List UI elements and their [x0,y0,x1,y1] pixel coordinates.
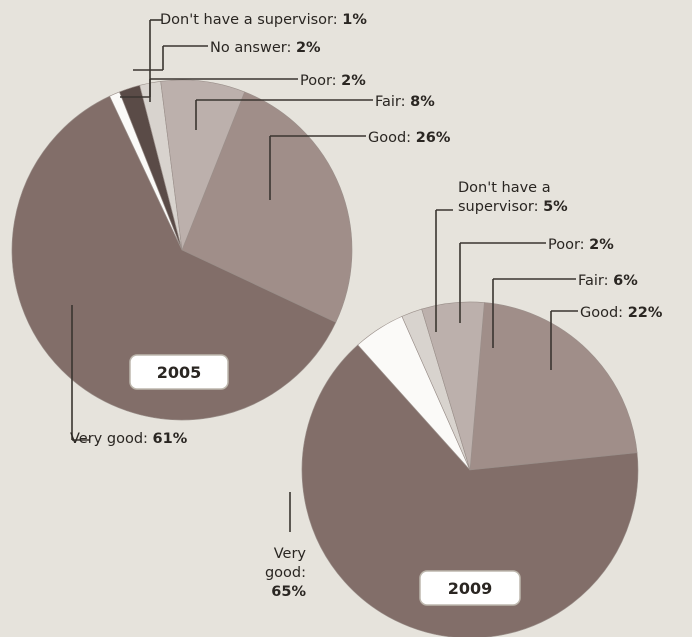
year-label: 2009 [448,579,493,598]
pie-chart-2005: Don't have a supervisor: 1% No answer: 2%… [11,12,451,447]
slice-callout-label: Poor: 2% [300,73,366,89]
slice-callout-label: Fair: 8% [375,94,435,110]
pie-slice-good [469,302,638,471]
slice-callout-label: Good: 26% [368,130,451,146]
pie-slice-very-good [11,95,337,421]
pie-slice-fair [421,301,485,471]
slice-callout-label: Don't have a supervisor: 1% [160,12,367,28]
slice-callout-label: Poor: 2% [548,237,614,253]
pie-slice-fair [160,79,245,251]
pie-slice-very-good [301,344,639,637]
slice-callout-label: Fair: 6% [578,273,638,289]
pie-slice-good [181,91,353,323]
year-badge [129,354,229,390]
slice-callout-label: Very good: 65% [265,546,307,600]
slice-callout-label: Good: 22% [580,305,663,321]
slice-callout-label: Very good: 61% [70,431,188,447]
slice-callout-label: No answer: 2% [210,40,321,56]
slice-callout-label: Don't have a supervisor: 5% [458,180,568,215]
pie-chart-2009: Don't have a supervisor: 5% Poor: 2% Fair: … [265,180,663,637]
year-badge [419,570,521,606]
year-label: 2005 [157,363,202,382]
